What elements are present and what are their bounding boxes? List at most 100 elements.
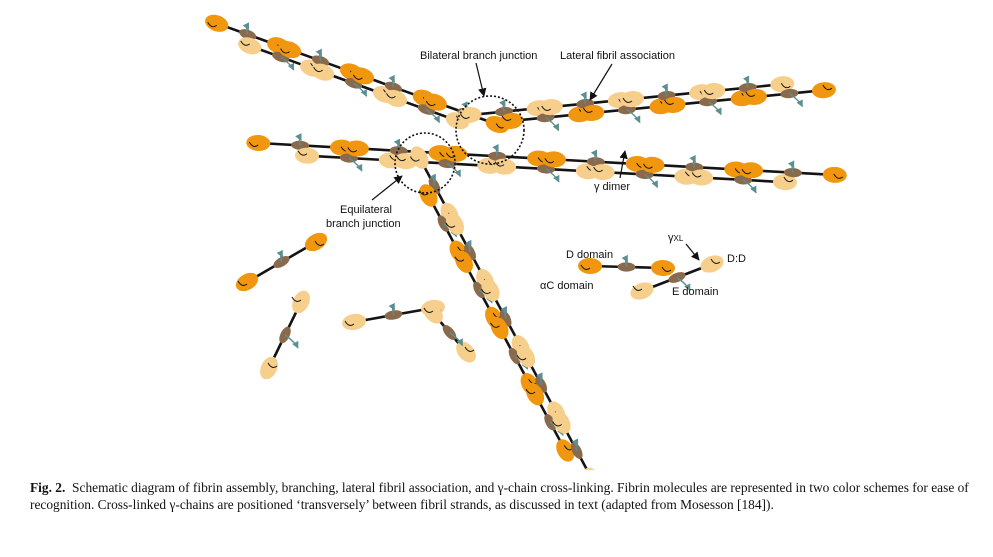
d-domain <box>410 146 429 169</box>
equilateral-junction-pointer <box>371 175 403 201</box>
gamma-chain <box>418 190 429 196</box>
gamma-chain <box>525 388 536 395</box>
d-domain <box>423 93 447 111</box>
fibrin-molecule <box>552 411 601 470</box>
gamma-chain <box>745 91 756 97</box>
gamma-chain <box>313 66 323 73</box>
gamma-chain <box>490 322 500 328</box>
gamma-chain <box>710 258 721 264</box>
d-domain <box>260 356 278 380</box>
alpha-c-domain <box>742 75 750 88</box>
figure-caption: Fig. 2. Schematic diagram of fibrin asse… <box>30 479 980 513</box>
gamma-chain <box>454 256 465 262</box>
gamma-chain <box>516 355 527 361</box>
gamma-chain <box>464 346 475 352</box>
gamma-chain <box>541 105 552 111</box>
gamma-chain <box>622 97 633 103</box>
e-domain <box>311 55 330 67</box>
gamma-chain <box>280 48 290 54</box>
alpha-c-domain <box>626 109 641 124</box>
alpha-c-domain <box>689 154 696 168</box>
d-domain <box>456 341 476 363</box>
d-domain <box>552 411 571 434</box>
alpha-c-domain <box>276 249 284 263</box>
gamma-chain <box>783 176 794 183</box>
fibrin-molecule <box>630 255 724 300</box>
d-domain <box>582 467 601 470</box>
e-domain <box>291 140 310 150</box>
d-domain <box>700 255 724 273</box>
d-domain <box>499 112 524 130</box>
gamma-chain <box>425 100 436 107</box>
d-domain <box>344 140 369 157</box>
d-domain <box>630 282 654 300</box>
d-domain <box>661 96 686 114</box>
equilateral-junction-label-line1: Equilateral <box>340 204 392 216</box>
alpha-c-domain <box>787 160 795 173</box>
gamma-chain <box>291 296 302 302</box>
d-domain <box>205 14 229 32</box>
d-domain <box>742 88 767 106</box>
fibrin-molecule <box>739 160 847 183</box>
d-domain <box>310 63 335 81</box>
alpha-c-domain <box>449 331 464 347</box>
alpha-c-domain <box>388 74 396 88</box>
alpha-c-domain <box>621 254 629 268</box>
alpha-c-domain <box>447 162 462 178</box>
d-domain <box>580 104 605 122</box>
gamma-chain <box>396 155 406 162</box>
alpha-c-domain <box>429 173 437 186</box>
d-domain <box>739 162 763 179</box>
alpha-c-domain <box>242 22 250 35</box>
gamma-chain <box>409 156 420 162</box>
d-domain <box>525 382 545 406</box>
gamma-chain <box>544 158 555 164</box>
gamma-chain <box>593 166 603 173</box>
alpha-c-domain <box>315 48 323 61</box>
d-domain <box>423 302 443 324</box>
dd-label: D:D <box>727 253 746 265</box>
caption-text: Schematic diagram of fibrin assembly, br… <box>30 480 969 512</box>
d-domain <box>689 169 714 186</box>
d-domain <box>454 250 473 273</box>
gamma-chain <box>207 22 218 28</box>
gamma-chain <box>833 173 844 179</box>
e-domain-label: E domain <box>672 286 718 298</box>
gamma-chain <box>481 288 491 295</box>
e-domain <box>586 157 605 167</box>
d-domain <box>517 345 536 368</box>
d-domain <box>481 278 500 302</box>
gamma-chain <box>632 285 643 291</box>
fibrin-molecule <box>238 37 324 77</box>
d-domain <box>419 184 438 207</box>
fibrin-molecule <box>418 184 468 263</box>
gamma-chain <box>494 161 505 167</box>
alpha-c-domain <box>465 239 472 253</box>
gamma-chain <box>460 113 470 119</box>
fibrin-molecule <box>661 90 755 116</box>
bilateral-junction-label: Bilateral branch junction <box>420 50 537 62</box>
alpha-c-domain <box>536 372 543 385</box>
fibrin-molecule <box>742 82 836 108</box>
alpha-c-domain <box>284 334 299 349</box>
gamma-chain <box>664 99 674 105</box>
d-domain <box>292 290 310 314</box>
alpha-c-domain <box>580 91 587 104</box>
d-domain <box>640 156 665 173</box>
gamma-chain <box>314 240 325 246</box>
fibrin-molecules-layer <box>205 14 847 470</box>
d-domain <box>277 41 302 59</box>
alpha-c-domain-label: αC domain <box>540 280 593 292</box>
alpha-c-domain <box>353 82 368 97</box>
gamma-chain <box>240 40 251 46</box>
equilateral-junction-circle <box>394 132 456 194</box>
fibrin-molecule <box>578 254 675 277</box>
gamma-chain <box>780 82 791 89</box>
d-domain <box>445 212 465 236</box>
gamma-xl-gamma: γ <box>668 232 674 244</box>
d-domain <box>541 151 566 168</box>
alpha-c-domain <box>492 144 499 157</box>
e-domain <box>535 376 548 393</box>
alpha-c-domain <box>545 117 560 132</box>
gamma-chain <box>822 84 833 91</box>
